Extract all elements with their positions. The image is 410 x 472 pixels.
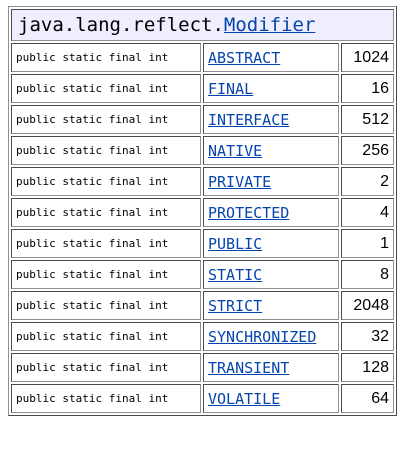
field-modifiers: public static final int — [11, 43, 201, 72]
table-row: public static final int TRANSIENT 128 — [11, 353, 394, 382]
field-modifiers: public static final int — [11, 74, 201, 103]
field-name-cell: PROTECTED — [203, 198, 340, 227]
field-modifiers: public static final int — [11, 105, 201, 134]
field-name-link[interactable]: VOLATILE — [208, 389, 281, 408]
field-value: 128 — [341, 353, 394, 382]
table-header-row: java.lang.reflect.Modifier — [11, 9, 394, 41]
field-name-cell: TRANSIENT — [203, 353, 340, 382]
field-value: 32 — [341, 322, 394, 351]
table-row: public static final int FINAL 16 — [11, 74, 394, 103]
field-name-link[interactable]: NATIVE — [208, 141, 263, 160]
field-value: 4 — [341, 198, 394, 227]
table-row: public static final int PROTECTED 4 — [11, 198, 394, 227]
table-row: public static final int VOLATILE 64 — [11, 384, 394, 413]
constants-table: java.lang.reflect.Modifier public static… — [8, 6, 397, 416]
table-row: public static final int PUBLIC 1 — [11, 229, 394, 258]
field-name-cell: ABSTRACT — [203, 43, 340, 72]
field-name-cell: STATIC — [203, 260, 340, 289]
field-name-link[interactable]: PUBLIC — [208, 234, 263, 253]
table-row: public static final int ABSTRACT 1024 — [11, 43, 394, 72]
constant-field-values-panel: java.lang.reflect.Modifier public static… — [8, 6, 397, 416]
field-name-cell: NATIVE — [203, 136, 340, 165]
field-value: 512 — [341, 105, 394, 134]
table-row: public static final int SYNCHRONIZED 32 — [11, 322, 394, 351]
table-row: public static final int STATIC 8 — [11, 260, 394, 289]
field-name-cell: STRICT — [203, 291, 340, 320]
field-modifiers: public static final int — [11, 322, 201, 351]
field-name-link[interactable]: SYNCHRONIZED — [208, 327, 317, 346]
field-name-link[interactable]: STATIC — [208, 265, 263, 284]
table-row: public static final int INTERFACE 512 — [11, 105, 394, 134]
class-link-modifier[interactable]: Modifier — [223, 14, 316, 36]
field-modifiers: public static final int — [11, 291, 201, 320]
field-name-link[interactable]: ABSTRACT — [208, 48, 281, 67]
field-value: 1 — [341, 229, 394, 258]
field-name-cell: SYNCHRONIZED — [203, 322, 340, 351]
field-modifiers: public static final int — [11, 384, 201, 413]
field-name-cell: INTERFACE — [203, 105, 340, 134]
table-row: public static final int STRICT 2048 — [11, 291, 394, 320]
field-name-link[interactable]: PRIVATE — [208, 172, 272, 191]
field-name-link[interactable]: PROTECTED — [208, 203, 290, 222]
field-name-link[interactable]: STRICT — [208, 296, 263, 315]
table-row: public static final int PRIVATE 2 — [11, 167, 394, 196]
field-modifiers: public static final int — [11, 229, 201, 258]
field-modifiers: public static final int — [11, 260, 201, 289]
field-name-cell: VOLATILE — [203, 384, 340, 413]
field-value: 64 — [341, 384, 394, 413]
field-name-link[interactable]: TRANSIENT — [208, 358, 290, 377]
field-value: 16 — [341, 74, 394, 103]
field-value: 2048 — [341, 291, 394, 320]
field-name-link[interactable]: INTERFACE — [208, 110, 290, 129]
field-name-cell: FINAL — [203, 74, 340, 103]
field-modifiers: public static final int — [11, 167, 201, 196]
field-name-link[interactable]: FINAL — [208, 79, 254, 98]
field-modifiers: public static final int — [11, 353, 201, 382]
field-value: 256 — [341, 136, 394, 165]
field-modifiers: public static final int — [11, 136, 201, 165]
field-name-cell: PUBLIC — [203, 229, 340, 258]
field-value: 8 — [341, 260, 394, 289]
package-name: java.lang.reflect. — [18, 14, 224, 36]
field-value: 1024 — [341, 43, 394, 72]
field-modifiers: public static final int — [11, 198, 201, 227]
field-value: 2 — [341, 167, 394, 196]
table-header: java.lang.reflect.Modifier — [11, 9, 394, 41]
table-row: public static final int NATIVE 256 — [11, 136, 394, 165]
field-name-cell: PRIVATE — [203, 167, 340, 196]
